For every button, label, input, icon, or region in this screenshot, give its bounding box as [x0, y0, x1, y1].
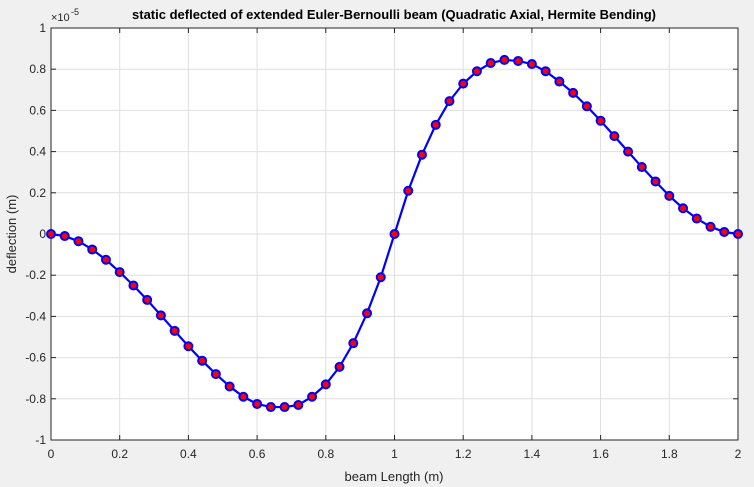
data-point-marker [362, 308, 373, 319]
data-point-marker [650, 176, 661, 187]
data-point-marker [279, 402, 290, 413]
data-point-marker [554, 76, 565, 87]
x-tick-label: 0.2 [111, 447, 128, 461]
data-point-marker [73, 236, 84, 247]
x-tick-label: 1 [391, 447, 398, 461]
y-tick-label: 0.2 [29, 186, 46, 200]
y-tick-label: -1 [35, 433, 46, 447]
y-exponent-base: ×10 [51, 12, 70, 24]
x-tick-labels: 0 0.2 0.4 0.6 0.8 1 1.2 1.4 1.6 1.8 2 [48, 447, 742, 461]
y-tick-label: -0.4 [25, 309, 46, 323]
y-tick-label: 1 [39, 21, 46, 35]
data-point-marker [719, 226, 730, 237]
y-tick-labels: -1 -0.8 -0.6 -0.4 -0.2 0 0.2 0.4 0.6 0.8 1 [25, 21, 46, 447]
data-point-marker [252, 398, 263, 409]
y-tick-label: -0.8 [25, 392, 46, 406]
data-point-marker [320, 379, 331, 390]
data-point-marker [664, 190, 675, 201]
data-point-marker [128, 280, 139, 291]
data-point-marker [691, 213, 702, 224]
data-point-marker [526, 59, 537, 70]
data-point-marker [183, 341, 194, 352]
data-point-marker [389, 229, 400, 239]
x-tick-label: 0.4 [180, 447, 197, 461]
data-point-marker [224, 381, 235, 392]
x-tick-label: 1.6 [592, 447, 609, 461]
data-point-marker [375, 272, 386, 283]
data-point-marker [568, 87, 579, 98]
data-point-marker [265, 402, 276, 413]
data-point-marker [623, 146, 634, 157]
x-tick-label: 0.8 [317, 447, 334, 461]
data-point-marker [59, 231, 70, 242]
data-point-marker [513, 55, 524, 66]
data-point-marker [485, 58, 496, 69]
data-point-marker [705, 221, 716, 232]
y-tick-label: 0.8 [29, 62, 46, 76]
data-point-marker [595, 115, 606, 126]
data-point-marker [416, 149, 427, 160]
y-exponent-power: -5 [71, 7, 79, 17]
data-point-marker [142, 294, 153, 305]
y-axis-label: deflection (m) [4, 195, 19, 274]
x-axis-label: beam Length (m) [345, 469, 444, 484]
data-point-marker [430, 119, 441, 130]
data-point-marker [471, 66, 482, 77]
data-point-marker [155, 310, 166, 321]
data-point-marker [444, 96, 455, 107]
data-point-marker [114, 267, 125, 278]
data-point-marker [100, 254, 111, 265]
y-tick-label: 0.4 [29, 145, 46, 159]
y-tick-label: -0.2 [25, 268, 46, 282]
data-point-marker [238, 391, 249, 402]
data-point-marker [636, 162, 647, 173]
data-series [46, 54, 743, 413]
data-point-marker [403, 185, 414, 196]
y-tick-label: 0 [39, 227, 46, 241]
data-point-marker [678, 203, 689, 214]
x-tick-label: 0.6 [249, 447, 266, 461]
x-tick-label: 2 [735, 447, 742, 461]
y-tick-label: -0.6 [25, 351, 46, 365]
data-point-marker [334, 361, 345, 372]
data-point-marker [293, 399, 304, 410]
data-point-marker [46, 229, 56, 239]
data-point-marker [87, 244, 98, 255]
data-point-marker [540, 66, 551, 77]
x-tick-label: 1.4 [524, 447, 541, 461]
x-tick-label: 1.8 [661, 447, 678, 461]
data-point-marker [210, 369, 221, 380]
x-tick-label: 1.2 [455, 447, 472, 461]
data-point-marker [458, 78, 469, 89]
data-point-marker [581, 101, 592, 112]
data-point-marker [348, 338, 359, 349]
y-tick-label: 0.6 [29, 103, 46, 117]
data-point-marker [609, 131, 620, 142]
data-point-marker [197, 355, 208, 366]
chart-title: static deflected of extended Euler-Berno… [132, 7, 656, 22]
x-tick-label: 0 [48, 447, 55, 461]
data-point-marker [169, 325, 180, 336]
data-point-marker [307, 391, 318, 402]
data-point-marker [733, 229, 743, 239]
data-point-marker [499, 54, 510, 65]
